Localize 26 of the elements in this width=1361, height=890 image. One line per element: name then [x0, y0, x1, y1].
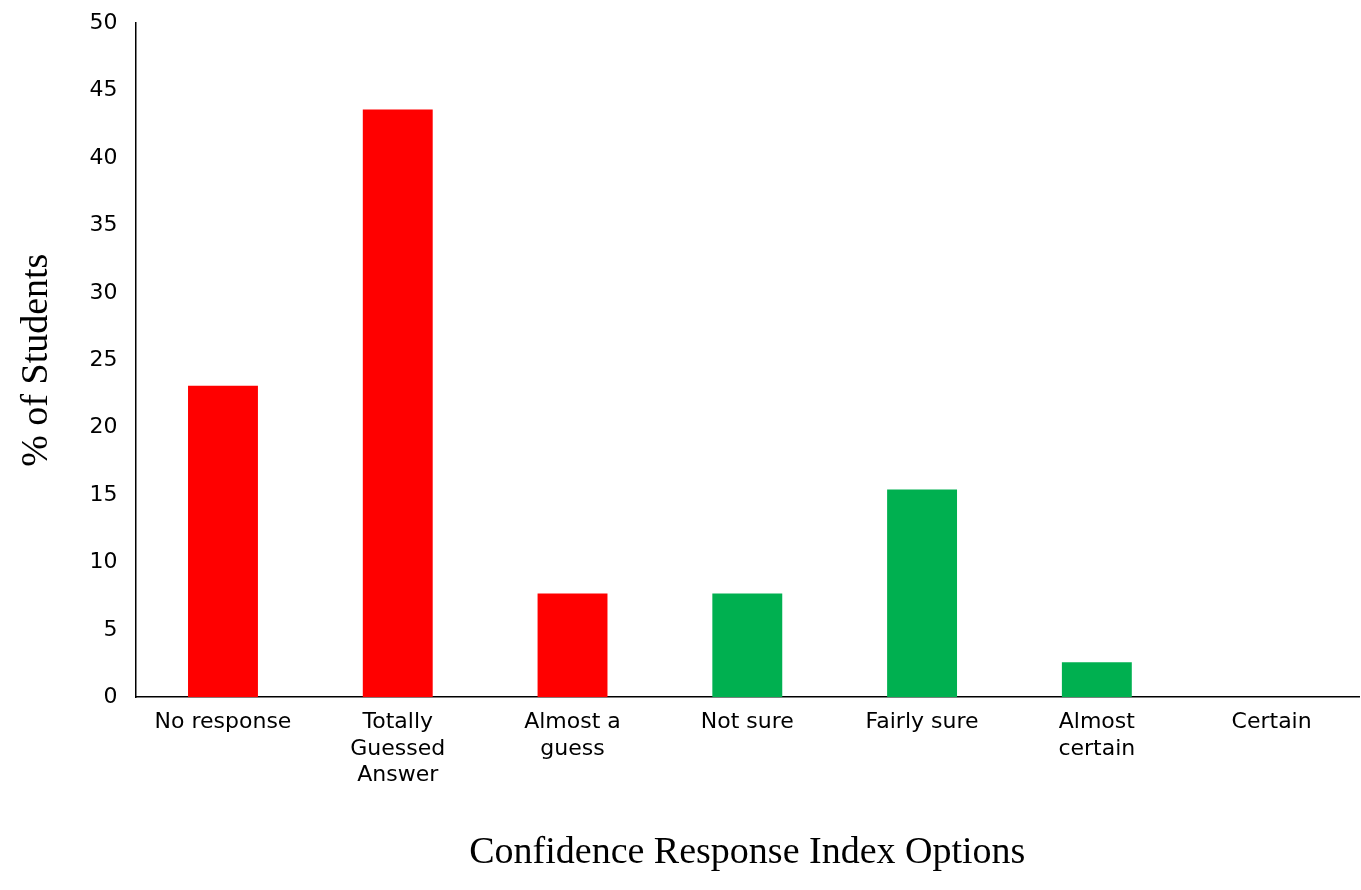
y-tick-label: 30 — [89, 278, 118, 304]
x-tick-label: Almost a guess — [524, 708, 621, 760]
bar — [887, 489, 958, 698]
x-tick-label: Fairly sure — [865, 708, 979, 734]
bar — [712, 593, 783, 698]
bar — [537, 593, 608, 698]
bar — [1061, 662, 1132, 698]
x-tick-label: Almost certain — [1058, 708, 1136, 760]
y-axis-title: % of Students — [12, 253, 55, 467]
x-tick-label: Not sure — [700, 708, 794, 734]
bar — [362, 109, 433, 698]
y-tick-label: 10 — [89, 548, 118, 574]
x-axis-title: Confidence Response Index Options — [469, 829, 1026, 872]
x-tick-label: Totally Guessed Answer — [350, 708, 446, 786]
y-tick-label: 50 — [89, 8, 118, 34]
y-tick-label: 45 — [89, 76, 118, 102]
x-tick-label: Certain — [1231, 708, 1312, 734]
y-tick-label: 40 — [89, 143, 118, 169]
y-tick-label: 5 — [103, 615, 118, 641]
x-tick-label: No response — [154, 708, 292, 734]
bar — [188, 385, 258, 698]
y-tick-label: 0 — [103, 682, 118, 708]
y-tick-label: 35 — [89, 211, 118, 237]
y-tick-label: 25 — [89, 345, 118, 371]
y-tick-label: 15 — [89, 480, 118, 506]
y-tick-label: 20 — [89, 413, 118, 439]
